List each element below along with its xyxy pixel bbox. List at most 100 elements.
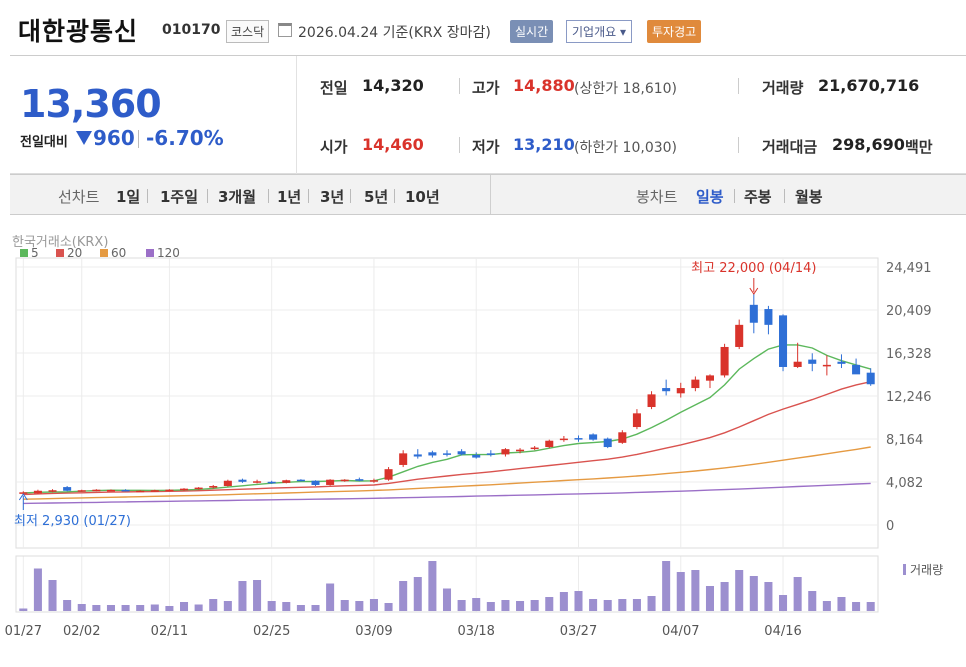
volume-bar <box>735 570 744 611</box>
candle-body <box>179 488 189 491</box>
volume-bar <box>282 602 291 611</box>
volume-bar <box>705 586 715 611</box>
company-overview-dropdown[interactable]: 기업개요 ▾ <box>566 20 632 43</box>
calendar-icon <box>278 23 292 37</box>
line-period-5[interactable]: 5년 <box>364 188 389 206</box>
low-label: 저가 <box>472 138 500 156</box>
chart-frame <box>15 257 879 549</box>
x-tick-label: 04/16 <box>764 624 801 639</box>
line-period-3[interactable]: 1년 <box>277 188 302 206</box>
line-period-1[interactable]: 1주일 <box>160 188 199 206</box>
volume-bar <box>355 601 364 611</box>
volume-bar <box>77 604 86 611</box>
candle-body <box>384 469 393 480</box>
legend-item-ma120: 120 <box>146 246 180 260</box>
divider <box>207 189 208 203</box>
high-value: 14,880 <box>513 76 575 95</box>
volume-bar <box>559 592 568 611</box>
divider <box>738 78 739 94</box>
volume-bar <box>501 600 510 611</box>
candle-body <box>676 388 685 394</box>
candle-body <box>33 490 42 494</box>
volume-bar <box>662 561 671 611</box>
market-badge: 코스닥 <box>226 20 270 43</box>
y-tick-label: 24,491 <box>886 261 932 276</box>
volume-bar <box>749 576 758 611</box>
candle-chart-label: 봉차트 <box>636 188 678 206</box>
realtime-button[interactable]: 실시간 <box>510 20 554 43</box>
candle-period-1[interactable]: 주봉 <box>744 188 772 206</box>
open-value: 14,460 <box>362 135 424 154</box>
investment-warning-badge[interactable]: 투자경고 <box>647 20 702 43</box>
candle-body <box>238 479 247 482</box>
line-chart-label: 선차트 <box>58 188 100 206</box>
volume-bar <box>63 600 72 611</box>
candle-body <box>457 451 466 455</box>
volume-bar <box>296 605 305 611</box>
volume-bar <box>808 591 817 611</box>
volume-bar <box>194 604 203 611</box>
stock-name: 대한광통신 <box>18 17 139 46</box>
candle-body <box>516 449 525 452</box>
volume-bar <box>530 600 539 611</box>
candle-body <box>472 454 481 458</box>
volume-bar <box>340 600 349 611</box>
candle-body <box>764 309 773 325</box>
amount-label: 거래대금 <box>762 138 818 156</box>
y-tick-label: 8,164 <box>886 433 923 448</box>
line-period-4[interactable]: 3년 <box>320 188 345 206</box>
candle-body <box>19 492 28 494</box>
candle-body <box>530 447 539 450</box>
divider <box>784 189 785 203</box>
divider <box>268 189 269 203</box>
divider <box>296 56 297 174</box>
candle-body <box>779 315 788 367</box>
divider <box>738 137 739 153</box>
high-label: 고가 <box>472 79 500 97</box>
divider <box>308 189 309 203</box>
ma-line-ma60 <box>23 446 871 500</box>
data-source: 한국거래소(KRX) <box>12 235 109 250</box>
y-tick-label: 16,328 <box>886 347 932 362</box>
volume-bar <box>442 588 452 611</box>
candle-body <box>399 453 408 465</box>
volume-bar <box>822 601 831 611</box>
volume-bar <box>866 602 875 611</box>
volume-bar <box>632 599 641 611</box>
ma-line-ma20 <box>23 381 871 496</box>
volume-label: 거래량 <box>910 563 943 577</box>
line-period-2[interactable]: 3개월 <box>218 188 257 206</box>
volume-bar <box>223 601 232 611</box>
volume-bar <box>676 572 685 611</box>
volume-bar <box>837 597 846 611</box>
ma-line-ma5 <box>23 344 871 494</box>
divider <box>459 137 460 153</box>
candle-body <box>837 361 846 364</box>
candle-body <box>589 434 598 440</box>
x-tick-label: 03/09 <box>355 624 392 639</box>
x-tick-label: 02/11 <box>151 624 188 639</box>
volume-bar <box>691 570 700 611</box>
quote-summary-box <box>10 55 966 174</box>
candle-period-2[interactable]: 월봉 <box>795 188 823 206</box>
prev-close-value: 14,320 <box>362 76 424 95</box>
candle-body <box>691 379 700 389</box>
candle-body <box>311 480 320 485</box>
lower-limit: (하한가 10,030) <box>574 140 678 156</box>
candle-body <box>282 480 291 483</box>
candle-body <box>340 479 349 482</box>
line-period-6[interactable]: 10년 <box>405 188 440 206</box>
line-period-0[interactable]: 1일 <box>116 188 141 206</box>
volume-value: 21,670,716 <box>818 76 920 95</box>
candle-period-0[interactable]: 일봉 <box>696 188 724 206</box>
volume-bar <box>399 581 408 611</box>
candle-body <box>209 486 218 488</box>
amount-unit: 백만 <box>905 138 933 156</box>
legend-swatch <box>100 249 108 257</box>
volume-bar <box>106 605 115 611</box>
volume-bar <box>779 595 788 611</box>
divider <box>350 189 351 203</box>
y-tick-label: 20,409 <box>886 304 932 319</box>
volume-bar <box>369 599 378 611</box>
